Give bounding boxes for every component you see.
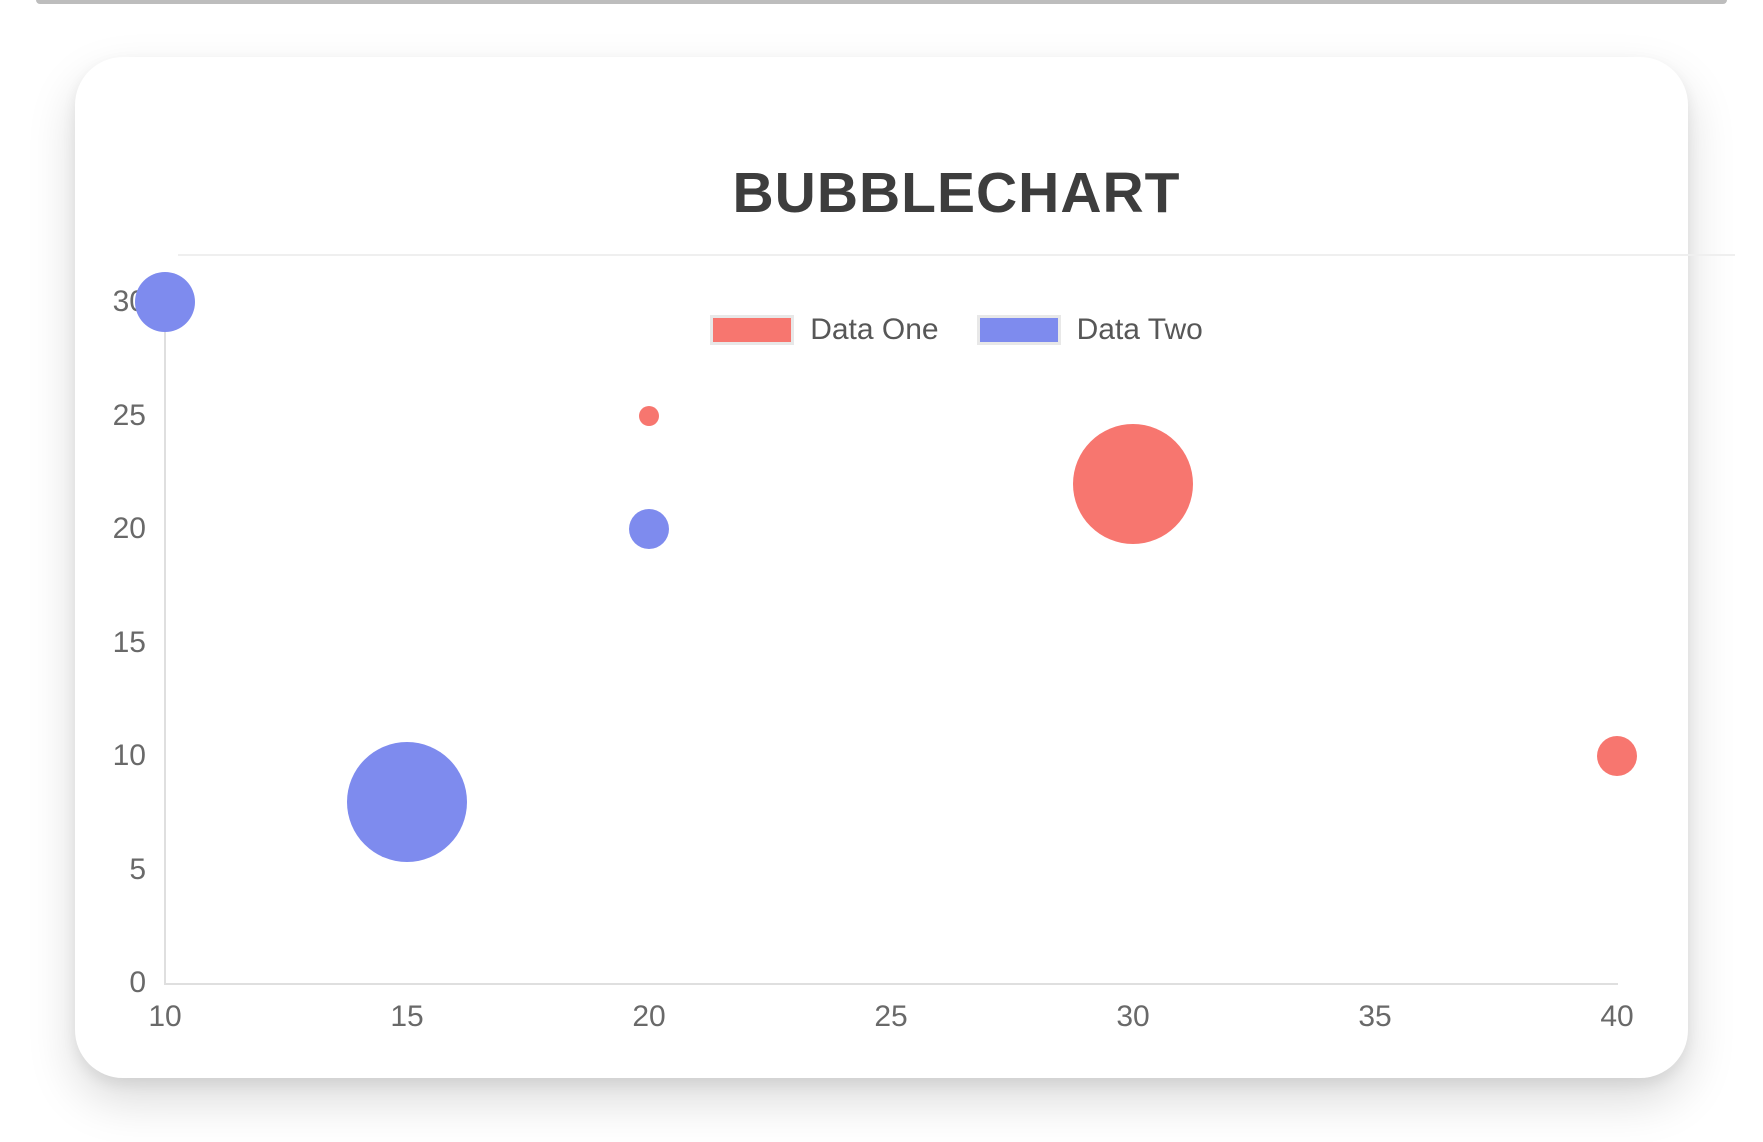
chart-card: BUBBLECHART Data One Data Two xyxy=(75,57,1735,1078)
legend-item-data-one[interactable]: Data One xyxy=(710,313,939,347)
top-divider xyxy=(36,0,1727,4)
legend-label: Data One xyxy=(810,313,939,346)
legend-item-data-two[interactable]: Data Two xyxy=(976,313,1203,347)
legend-swatch-data-two xyxy=(976,315,1061,345)
chart-legend: Data One Data Two xyxy=(150,313,1763,347)
legend-swatch-data-one xyxy=(710,315,795,345)
chart-title: BUBBLECHART xyxy=(732,161,1181,225)
legend-label: Data Two xyxy=(1076,313,1203,346)
title-divider xyxy=(178,254,1735,256)
